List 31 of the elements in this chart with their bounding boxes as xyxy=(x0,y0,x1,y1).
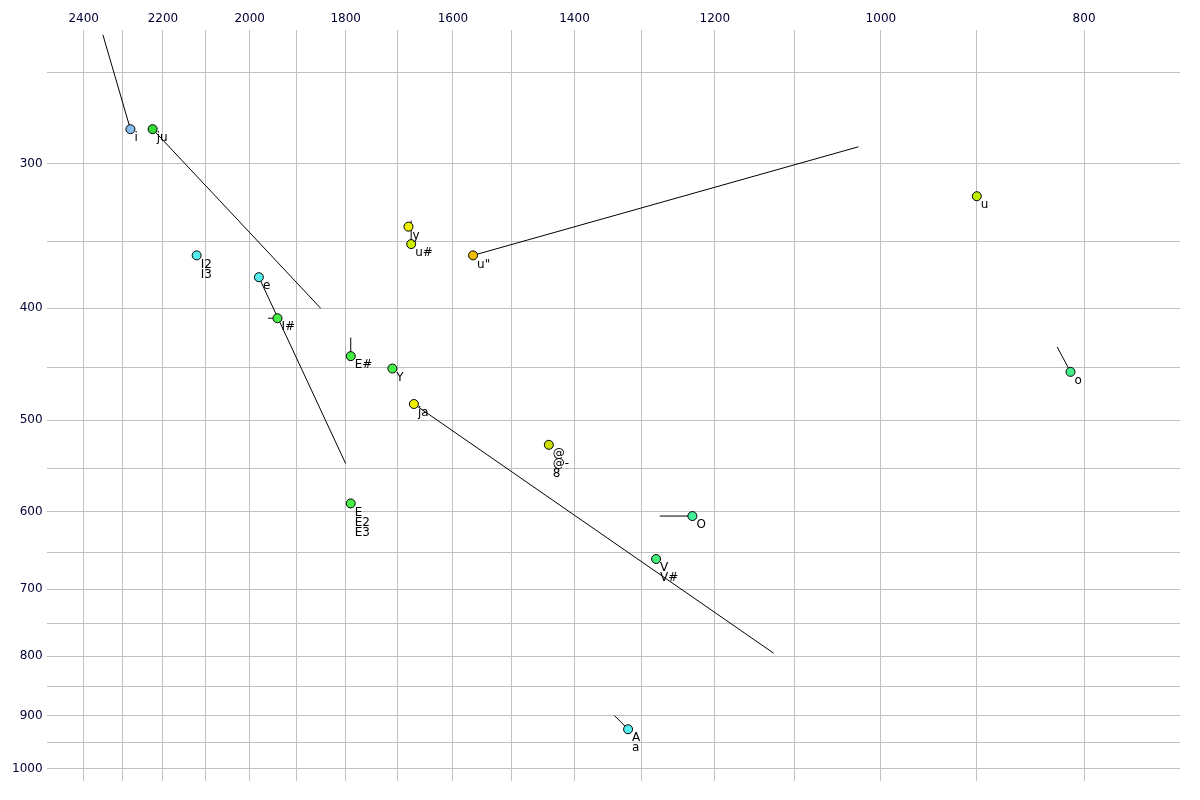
y-tick-label: 400 xyxy=(19,300,43,315)
annotation: u xyxy=(980,197,989,212)
y-tick-label: 700 xyxy=(19,581,43,596)
annotation: i xyxy=(134,130,138,145)
annotation: O xyxy=(696,517,706,532)
annotation: I3 xyxy=(200,266,212,281)
x-tick-label: 1600 xyxy=(437,11,469,26)
annotation: I# xyxy=(281,319,296,334)
x-tick-label: 1800 xyxy=(330,11,361,26)
x-tick-label: 1000 xyxy=(865,11,897,26)
annotation: E# xyxy=(354,357,373,372)
annotation: E3 xyxy=(354,524,370,539)
y-tick-label: 1000 xyxy=(11,760,43,775)
y-tick-label: 900 xyxy=(19,707,43,722)
annotation: e xyxy=(262,278,271,293)
x-tick-label: 2000 xyxy=(234,11,265,26)
annotation: u# xyxy=(415,245,433,260)
annotation: u" xyxy=(477,256,491,271)
y-tick-label: 800 xyxy=(19,648,43,663)
x-tick-label: 2400 xyxy=(68,11,99,26)
annotation: o xyxy=(1074,373,1082,387)
x-tick-label: 1200 xyxy=(699,11,731,26)
x-tick-label: 1400 xyxy=(559,11,590,26)
x-tick-label: 2200 xyxy=(147,11,179,26)
y-tick-label: 600 xyxy=(19,504,43,519)
y-tick-label: 500 xyxy=(19,412,43,427)
y-tick-label: 300 xyxy=(19,155,43,170)
annotation: y xyxy=(412,227,420,242)
annotation: ja xyxy=(416,405,429,420)
annotation: Y xyxy=(395,369,405,384)
x-tick-label: 800 xyxy=(1072,11,1096,26)
